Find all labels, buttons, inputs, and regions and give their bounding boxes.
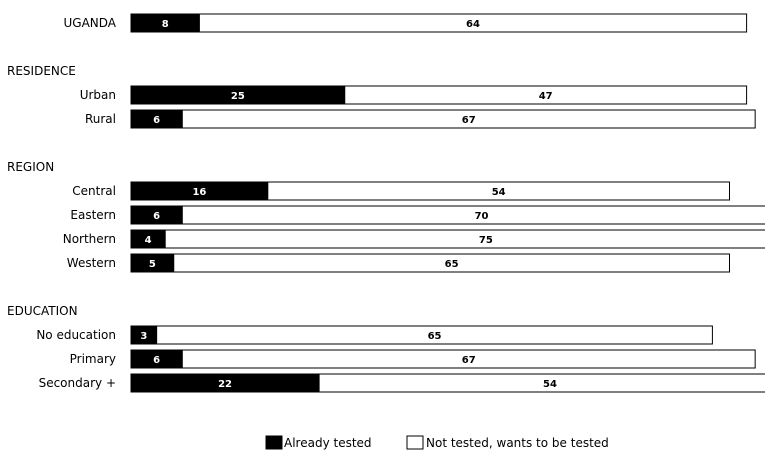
data-label-already-tested: 16 — [192, 187, 206, 198]
bar-not-tested — [318, 373, 765, 393]
row-label: Western — [67, 256, 116, 270]
legend-swatch-not-tested — [406, 435, 424, 450]
data-label-already-tested: 22 — [218, 379, 232, 390]
data-label-not-tested: 64 — [466, 19, 480, 30]
data-label-not-tested: 67 — [462, 355, 476, 366]
legend-swatch-already-tested — [265, 435, 283, 450]
bar-not-tested — [267, 181, 730, 201]
group-heading: RESIDENCE — [7, 64, 76, 78]
data-label-already-tested: 3 — [140, 331, 147, 342]
data-label-not-tested: 70 — [475, 211, 489, 222]
data-label-not-tested: 67 — [462, 115, 476, 126]
bar-not-tested — [156, 325, 713, 345]
data-label-not-tested: 47 — [539, 91, 553, 102]
row-label: Secondary + — [39, 376, 116, 390]
row-label: Central — [72, 184, 116, 198]
data-label-already-tested: 5 — [149, 259, 156, 270]
bar-not-tested — [344, 85, 748, 105]
data-label-already-tested: 25 — [231, 91, 245, 102]
group-heading: EDUCATION — [7, 304, 78, 318]
legend-label-already-tested: Already tested — [284, 436, 372, 450]
bar-not-tested — [181, 205, 765, 225]
data-label-not-tested: 65 — [428, 331, 442, 342]
data-label-not-tested: 75 — [479, 235, 493, 246]
legend: Already tested Not tested, wants to be t… — [265, 435, 609, 450]
bar-not-tested — [181, 349, 756, 369]
row-label: UGANDA — [63, 16, 116, 30]
data-label-not-tested: 54 — [543, 379, 557, 390]
data-label-not-tested: 54 — [492, 187, 506, 198]
data-label-already-tested: 8 — [162, 19, 169, 30]
row-label: Primary — [70, 352, 116, 366]
bar-not-tested — [164, 229, 765, 249]
bar-not-tested — [181, 109, 756, 129]
data-label-not-tested: 65 — [445, 259, 459, 270]
row-label: Eastern — [70, 208, 116, 222]
data-label-already-tested: 6 — [153, 355, 160, 366]
bar-not-tested — [198, 13, 748, 33]
data-label-already-tested: 6 — [153, 115, 160, 126]
group-heading: REGION — [7, 160, 54, 174]
row-label: Urban — [80, 88, 116, 102]
row-label: Northern — [63, 232, 116, 246]
data-label-already-tested: 4 — [145, 235, 152, 246]
row-label: No education — [36, 328, 116, 342]
legend-label-not-tested: Not tested, wants to be tested — [426, 436, 609, 450]
data-label-already-tested: 6 — [153, 211, 160, 222]
row-label: Rural — [85, 112, 116, 126]
bar-not-tested — [173, 253, 730, 273]
